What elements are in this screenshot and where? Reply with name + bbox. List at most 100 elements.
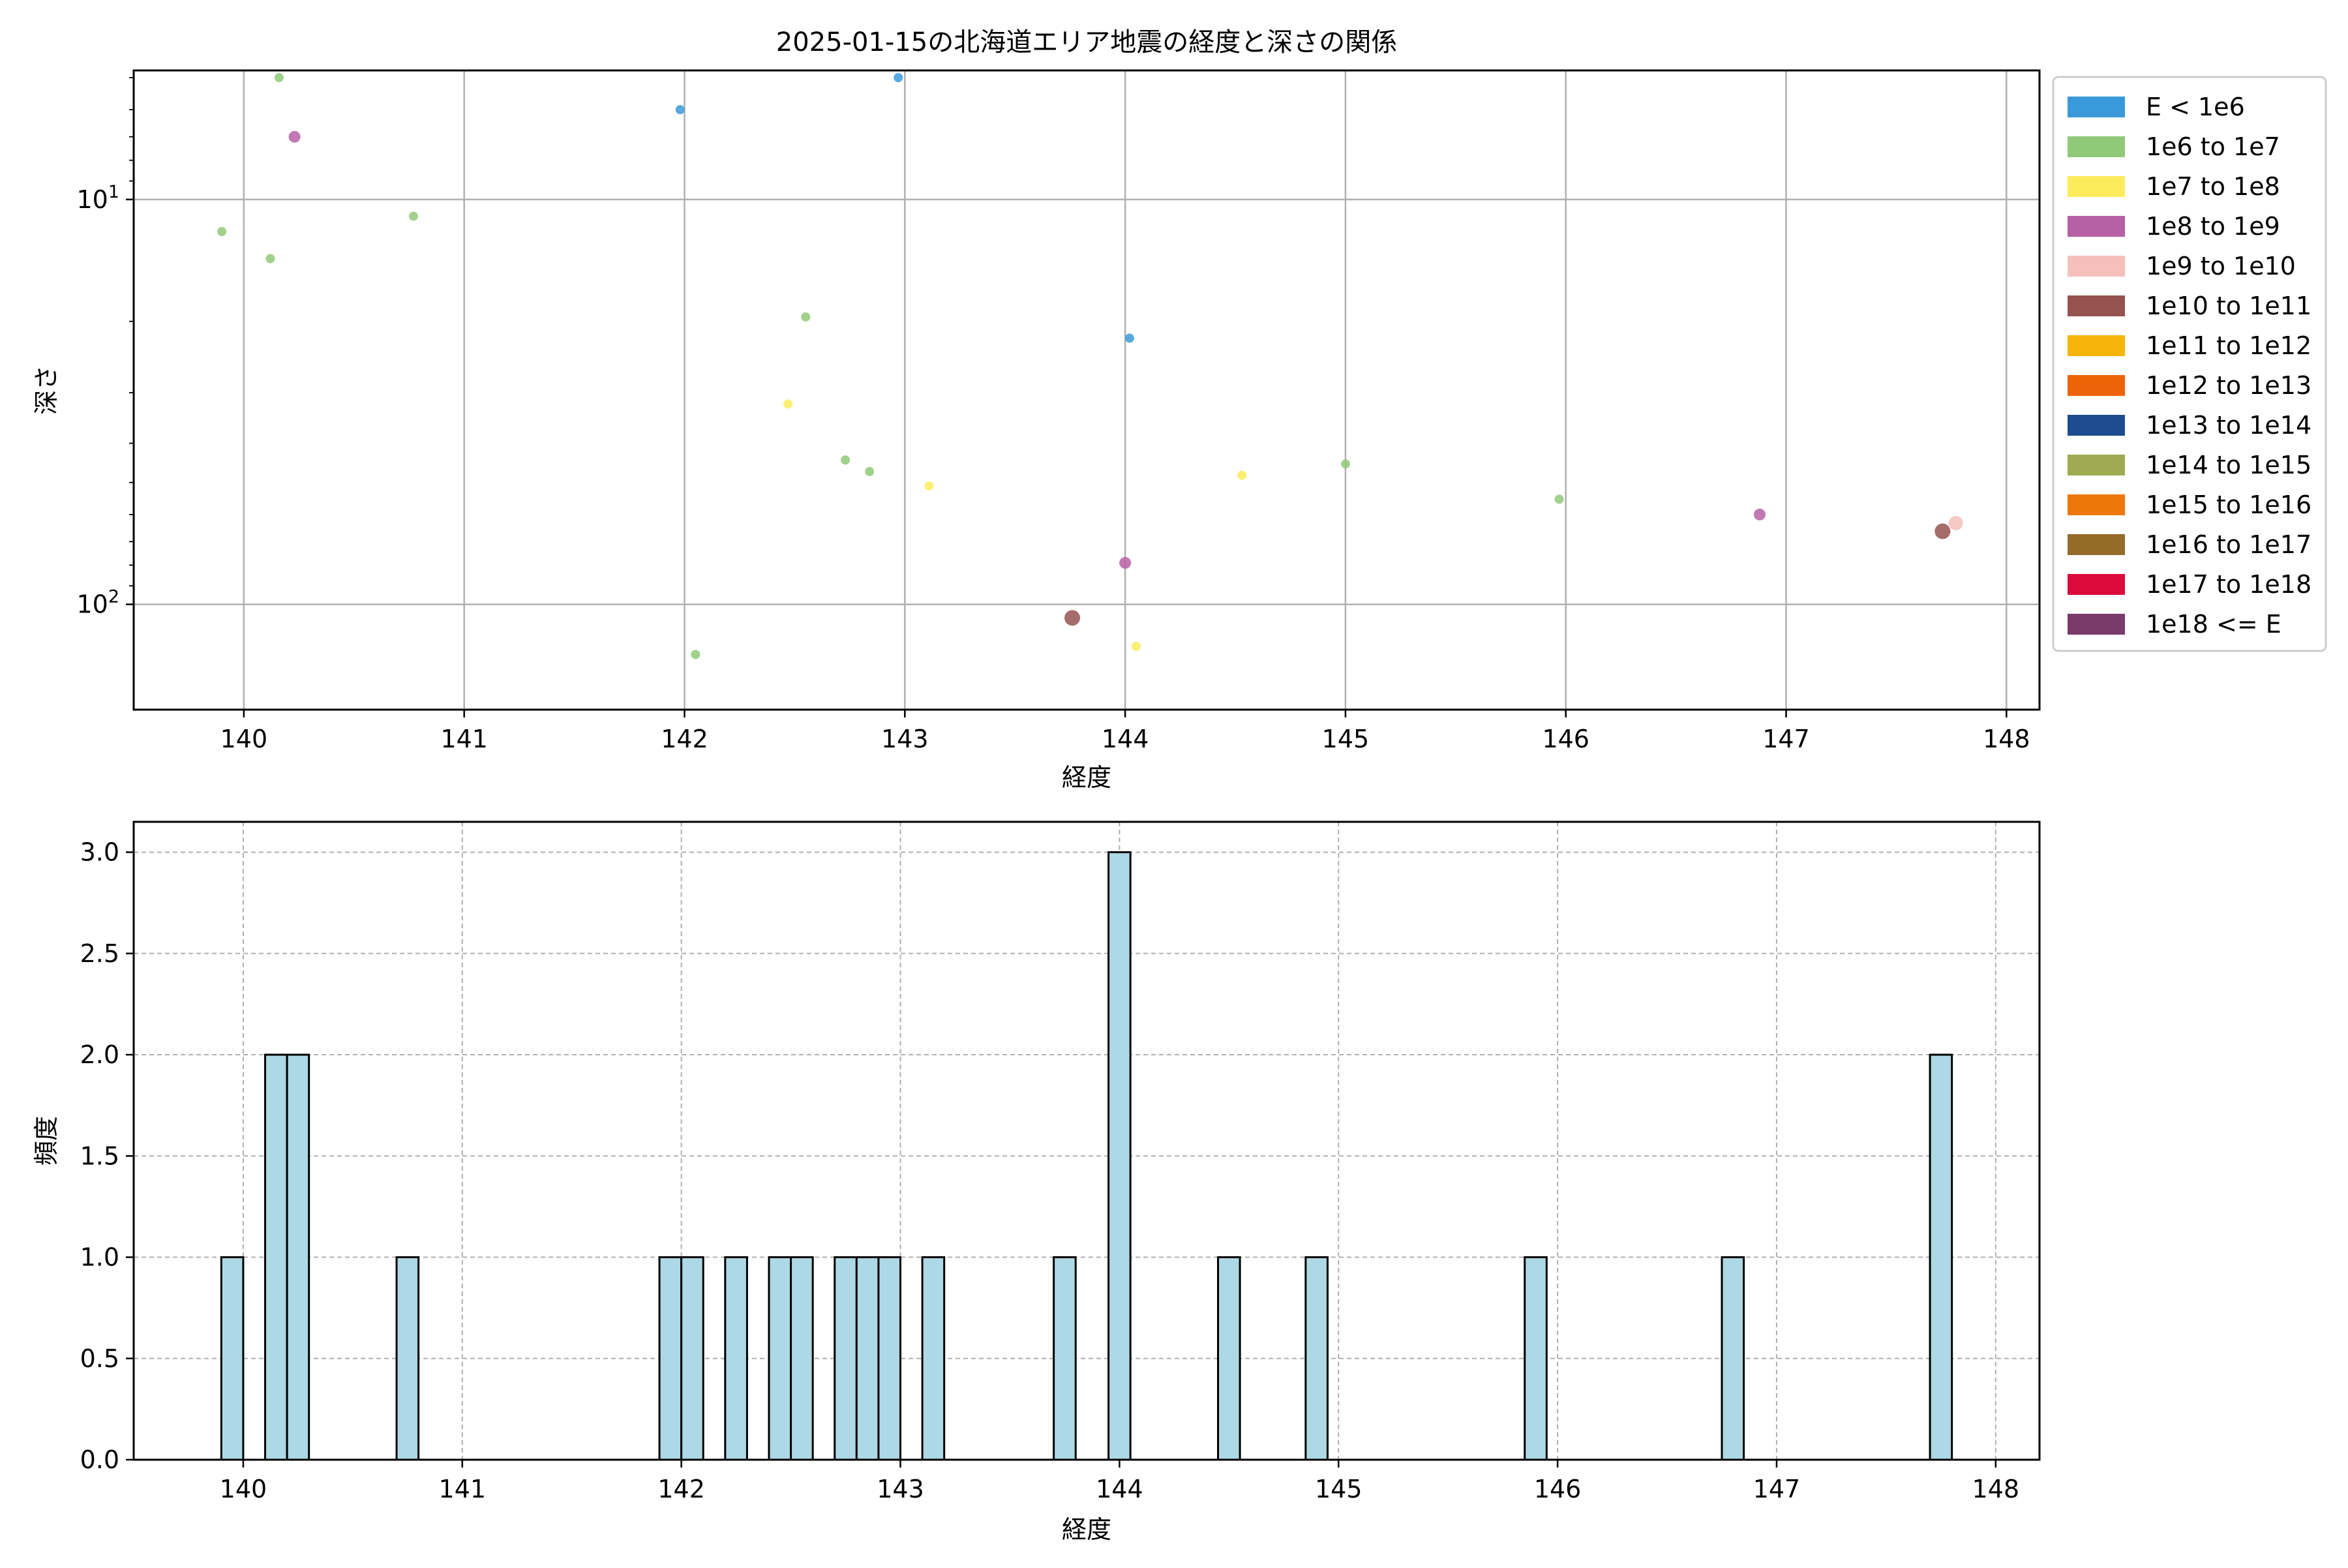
scatter-y-tick-base: 10	[76, 590, 108, 619]
histogram-bar	[921, 1256, 946, 1461]
scatter-point	[1064, 610, 1081, 626]
scatter-x-tick-label: 142	[661, 725, 708, 753]
scatter-grid	[134, 70, 2039, 710]
histogram-x-tick-label: 141	[439, 1475, 487, 1503]
scatter-x-tick-label: 144	[1102, 725, 1149, 753]
legend-label: 1e10 to 1e11	[2146, 292, 2311, 320]
scatter-panel: 2025-01-15の北海道エリア地震の経度と深さの関係 140 141 142 14…	[32, 27, 2041, 792]
scatter-x-tick-label: 141	[440, 725, 488, 753]
histogram-y-tick-label: 1.5	[80, 1141, 119, 1170]
scatter-point	[894, 73, 903, 83]
histogram-bar	[877, 1256, 902, 1461]
scatter-point	[675, 105, 685, 115]
scatter-point	[865, 467, 875, 477]
scatter-plot-frame	[132, 69, 2041, 711]
histogram-bar	[1053, 1256, 1077, 1461]
scatter-point	[409, 211, 419, 221]
legend-label: 1e6 to 1e7	[2146, 132, 2280, 161]
histogram-bar	[395, 1256, 420, 1461]
legend-swatch	[2068, 97, 2125, 117]
legend-label: 1e17 to 1e18	[2146, 570, 2311, 599]
scatter-x-tick-label: 147	[1762, 725, 1810, 753]
legend-swatch	[2068, 176, 2125, 197]
histogram-x-tick-label: 144	[1096, 1475, 1143, 1503]
legend-swatch	[2068, 574, 2125, 595]
scatter-x-tick-label: 148	[1983, 725, 2030, 753]
legend-swatch	[2068, 415, 2125, 436]
scatter-points	[217, 73, 1963, 659]
histogram-y-axis-label: 頻度	[32, 1116, 61, 1166]
scatter-point	[691, 650, 700, 659]
scatter-x-tick-label: 146	[1542, 725, 1589, 753]
histogram-y-tick-label: 0.5	[80, 1344, 119, 1373]
histogram-x-tick-label: 147	[1753, 1475, 1801, 1503]
histogram-bar	[724, 1256, 748, 1461]
histogram-y-tick-label: 1.0	[80, 1243, 119, 1272]
histogram-bar	[790, 1256, 814, 1461]
scatter-point	[1934, 523, 1951, 539]
histogram-bar	[264, 1053, 288, 1461]
histogram-bar	[1217, 1256, 1241, 1461]
scatter-point	[801, 312, 811, 322]
scatter-x-tick-label: 140	[220, 725, 268, 753]
scatter-point	[274, 73, 284, 83]
scatter-x-tick-label: 145	[1322, 725, 1370, 753]
legend-swatch	[2068, 534, 2125, 555]
histogram-bar	[768, 1256, 792, 1461]
histogram-bar	[1721, 1256, 1745, 1461]
scatter-x-axis-label: 経度	[1062, 763, 1111, 792]
legend-label: 1e13 to 1e14	[2146, 411, 2311, 440]
legend: E < 1e6 1e6 to 1e7 1e7 to 1e8 1e8 to 1e9 1e9…	[2052, 76, 2327, 652]
scatter-y-tick-label: 101	[76, 182, 119, 214]
scatter-point	[783, 399, 793, 409]
scatter-point	[217, 227, 227, 237]
histogram-x-tick-label: 140	[220, 1475, 267, 1503]
legend-swatch	[2068, 335, 2125, 356]
histogram-x-tick-label: 142	[657, 1475, 705, 1503]
histogram-x-tick-label: 148	[1972, 1475, 2020, 1503]
histogram-y-tick-label: 0.0	[80, 1445, 119, 1474]
chart-title: 2025-01-15の北海道エリア地震の経度と深さの関係	[776, 27, 1397, 57]
histogram-x-tick-label: 146	[1534, 1475, 1582, 1503]
scatter-y-tick-label: 102	[76, 587, 119, 619]
histogram-x-tick-label: 145	[1315, 1475, 1362, 1503]
scatter-y-tick-exponent: 1	[108, 182, 119, 202]
legend-swatch	[2068, 216, 2125, 237]
histogram-bar	[658, 1256, 683, 1461]
legend-swatch	[2068, 256, 2125, 277]
legend-swatch	[2068, 136, 2125, 157]
scatter-x-ticks: 140 141 142 143 144 145 146 147 148	[220, 710, 2030, 753]
histogram-grid	[134, 822, 2039, 1460]
legend-label: 1e15 to 1e16	[2146, 490, 2311, 519]
legend-label: 1e16 to 1e17	[2146, 530, 2311, 559]
legend-label: 1e18 <= E	[2146, 610, 2281, 639]
scatter-point	[288, 130, 301, 143]
histogram-y-tick-label: 2.0	[80, 1040, 119, 1069]
legend-label: 1e8 to 1e9	[2146, 212, 2280, 241]
scatter-y-tick-exponent: 2	[108, 587, 119, 607]
scatter-point	[1119, 557, 1132, 569]
histogram-y-tick-label: 2.5	[80, 939, 119, 968]
scatter-x-tick-label: 143	[881, 725, 929, 753]
scatter-point	[1237, 470, 1247, 480]
histogram-panel: 140 141 142 143 144 145 146 147 148 0.0 0.5 1.0 1.5…	[32, 821, 2041, 1544]
scatter-point	[1554, 494, 1564, 504]
histogram-bar	[1929, 1053, 1953, 1461]
legend-label: 1e7 to 1e8	[2146, 172, 2280, 201]
histogram-x-axis-label: 経度	[1062, 1515, 1111, 1544]
legend-label: 1e12 to 1e13	[2146, 371, 2311, 400]
histogram-bar	[680, 1256, 704, 1461]
legend-label: 1e14 to 1e15	[2146, 451, 2311, 479]
histogram-bar	[1304, 1256, 1329, 1461]
scatter-point	[841, 455, 850, 465]
scatter-y-tick-base: 10	[76, 185, 108, 214]
histogram-x-ticks: 140 141 142 143 144 145 146 147 148	[220, 1460, 2019, 1503]
legend-label: E < 1e6	[2146, 93, 2245, 121]
legend-swatch	[2068, 295, 2125, 316]
legend-frame	[2052, 76, 2327, 652]
scatter-point	[1124, 333, 1134, 343]
histogram-bar	[220, 1256, 245, 1461]
legend-label: 1e11 to 1e12	[2146, 331, 2311, 360]
